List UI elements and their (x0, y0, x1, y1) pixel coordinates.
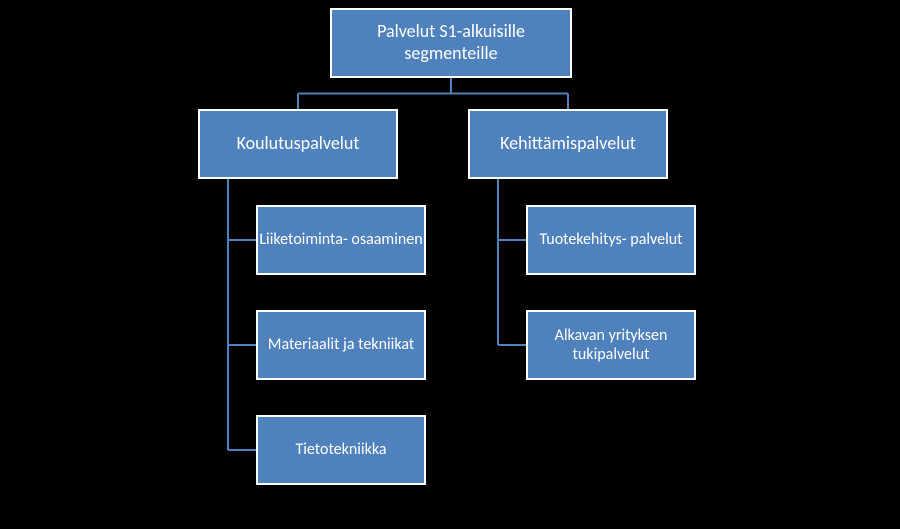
node-label: Materiaalit ja tekniikat (268, 335, 414, 354)
node-label: Tietotekniikka (295, 440, 386, 459)
node-label: Tuotekehitys- palvelut (539, 230, 682, 249)
node-label: Liiketoiminta- osaaminen (259, 230, 422, 249)
node-kehittamispalvelut: Kehittämispalvelut (468, 109, 668, 179)
node-tietotekniikka: Tietotekniikka (256, 415, 426, 485)
node-label: Kehittämispalvelut (500, 133, 636, 155)
node-alkavan-yrityksen: Alkavan yrityksen tukipalvelut (526, 310, 696, 380)
node-liiketoiminta: Liiketoiminta- osaaminen (256, 205, 426, 275)
node-label: Koulutuspalvelut (237, 133, 360, 155)
node-label: Palvelut S1-alkuisille segmenteille (332, 21, 570, 64)
org-chart-connectors (0, 0, 900, 529)
node-label: Alkavan yrityksen tukipalvelut (528, 326, 694, 364)
node-koulutuspalvelut: Koulutuspalvelut (198, 109, 398, 179)
node-materiaalit: Materiaalit ja tekniikat (256, 310, 426, 380)
node-root: Palvelut S1-alkuisille segmenteille (330, 8, 572, 78)
node-tuotekehitys: Tuotekehitys- palvelut (526, 205, 696, 275)
